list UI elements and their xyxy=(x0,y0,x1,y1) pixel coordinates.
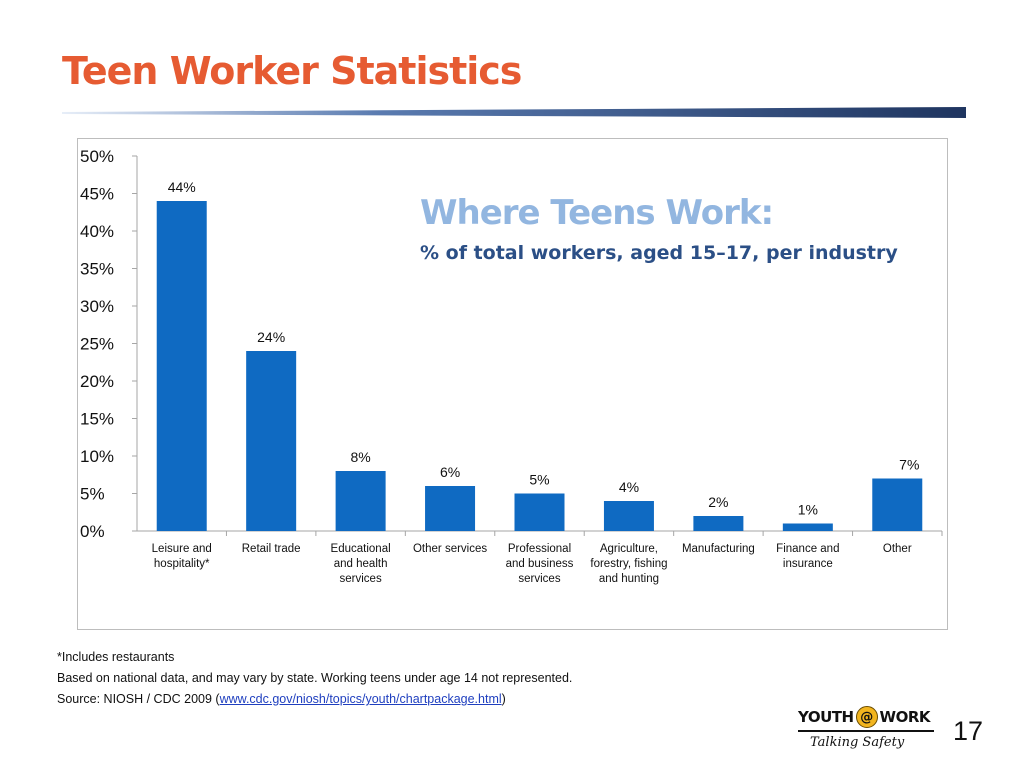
bar-9 xyxy=(872,478,923,531)
slide-title: Teen Worker Statistics xyxy=(62,49,522,93)
x-tick-label-line: and health xyxy=(334,558,388,570)
y-tick-label: 0% xyxy=(80,522,105,541)
x-tick-label-line: Manufacturing xyxy=(682,543,755,555)
x-tick-label-line: and hunting xyxy=(599,573,659,585)
data-label: 44% xyxy=(168,179,196,195)
x-tick-label: Other xyxy=(883,543,912,555)
source-prefix: Source: NIOSH / CDC 2009 ( xyxy=(57,692,220,706)
chart-frame xyxy=(77,138,948,630)
logo-wordmark: YOUTH @ WORK xyxy=(798,706,938,728)
logo-at-icon: @ xyxy=(855,706,878,728)
logo-tagline: Talking Safety xyxy=(810,735,905,750)
x-tick-label: Agriculture, forestry, fishing and hunting xyxy=(590,543,667,585)
footnotes: *Includes restaurants Based on national … xyxy=(57,647,572,710)
bar-2 xyxy=(246,351,297,531)
title-rule xyxy=(62,107,966,118)
chart-subtitle: % of total workers, aged 15–17, per indu… xyxy=(420,242,898,264)
data-label: 2% xyxy=(708,494,728,510)
x-tick-label-line: insurance xyxy=(783,558,833,570)
source-suffix: ) xyxy=(501,692,506,706)
x-tick-label-line: Retail trade xyxy=(242,543,301,555)
y-tick-label: 50% xyxy=(80,147,114,166)
y-tick-label: 30% xyxy=(80,297,114,316)
x-tick-label-line: Other services xyxy=(413,543,487,555)
data-label: 4% xyxy=(619,479,639,495)
x-tick-label-line: Leisure and xyxy=(152,543,212,555)
x-tick-label-line: hospitality* xyxy=(154,558,210,570)
y-tick-label: 15% xyxy=(80,410,114,429)
bar-chart: 0% 5% 10% 15% 20% 25% 30% 35% 40% 45% 50% 44% Leisur… xyxy=(80,147,943,585)
data-label: 24% xyxy=(257,329,285,345)
youth-at-work-logo: YOUTH @ WORK Talking Safety xyxy=(798,706,938,756)
logo-word-work: WORK xyxy=(879,708,931,726)
x-tick-label: Manufacturing xyxy=(682,543,755,555)
footnote-source: Source: NIOSH / CDC 2009 (www.cdc.gov/ni… xyxy=(57,689,572,710)
x-tick-label-line: forestry, fishing xyxy=(590,558,667,570)
page-number: 17 xyxy=(953,716,984,746)
x-tick-label-line: Agriculture, xyxy=(600,543,658,555)
y-tick-label: 40% xyxy=(80,222,114,241)
bar-6 xyxy=(603,501,654,531)
x-tick-label-line: Other xyxy=(883,543,912,555)
data-label: 1% xyxy=(798,502,818,518)
bar-4 xyxy=(425,486,476,531)
y-tick-label: 5% xyxy=(80,485,105,504)
bar-3 xyxy=(335,471,386,531)
x-tick-label-line: Professional xyxy=(508,543,571,555)
bar-1 xyxy=(156,201,207,531)
x-tick-label-line: services xyxy=(340,573,382,585)
y-tick-label: 35% xyxy=(80,260,114,279)
x-tick-label-line: Finance and xyxy=(776,543,839,555)
x-tick-label: Professional and business services xyxy=(506,543,574,585)
x-tick-label-line: Educational xyxy=(331,543,391,555)
bar-7 xyxy=(693,516,744,531)
footnote-national-data: Based on national data, and may vary by … xyxy=(57,671,573,685)
x-tick-label: Leisure and hospitality* xyxy=(152,543,212,570)
x-tick-label: Retail trade xyxy=(242,543,301,555)
source-link[interactable]: www.cdc.gov/niosh/topics/youth/chartpack… xyxy=(219,692,502,706)
logo-underline xyxy=(798,730,934,732)
y-tick-label: 45% xyxy=(80,185,114,204)
logo-word-youth: YOUTH xyxy=(798,708,854,726)
bar-8 xyxy=(782,523,833,531)
data-label: 5% xyxy=(529,472,549,488)
data-label: 7% xyxy=(899,457,919,473)
data-label: 6% xyxy=(440,464,460,480)
y-tick-label: 10% xyxy=(80,447,114,466)
data-label: 8% xyxy=(350,449,370,465)
y-tick-label: 20% xyxy=(80,372,114,391)
x-tick-label: Finance and insurance xyxy=(776,543,839,570)
bar-5 xyxy=(514,493,565,531)
x-tick-label: Educational and health services xyxy=(331,543,391,585)
x-tick-label-line: and business xyxy=(506,558,574,570)
footnote-restaurants: *Includes restaurants xyxy=(57,650,175,664)
x-tick-label: Other services xyxy=(413,543,487,555)
chart-title: Where Teens Work: xyxy=(420,193,774,233)
x-tick-label-line: services xyxy=(518,573,560,585)
y-tick-label: 25% xyxy=(80,335,114,354)
